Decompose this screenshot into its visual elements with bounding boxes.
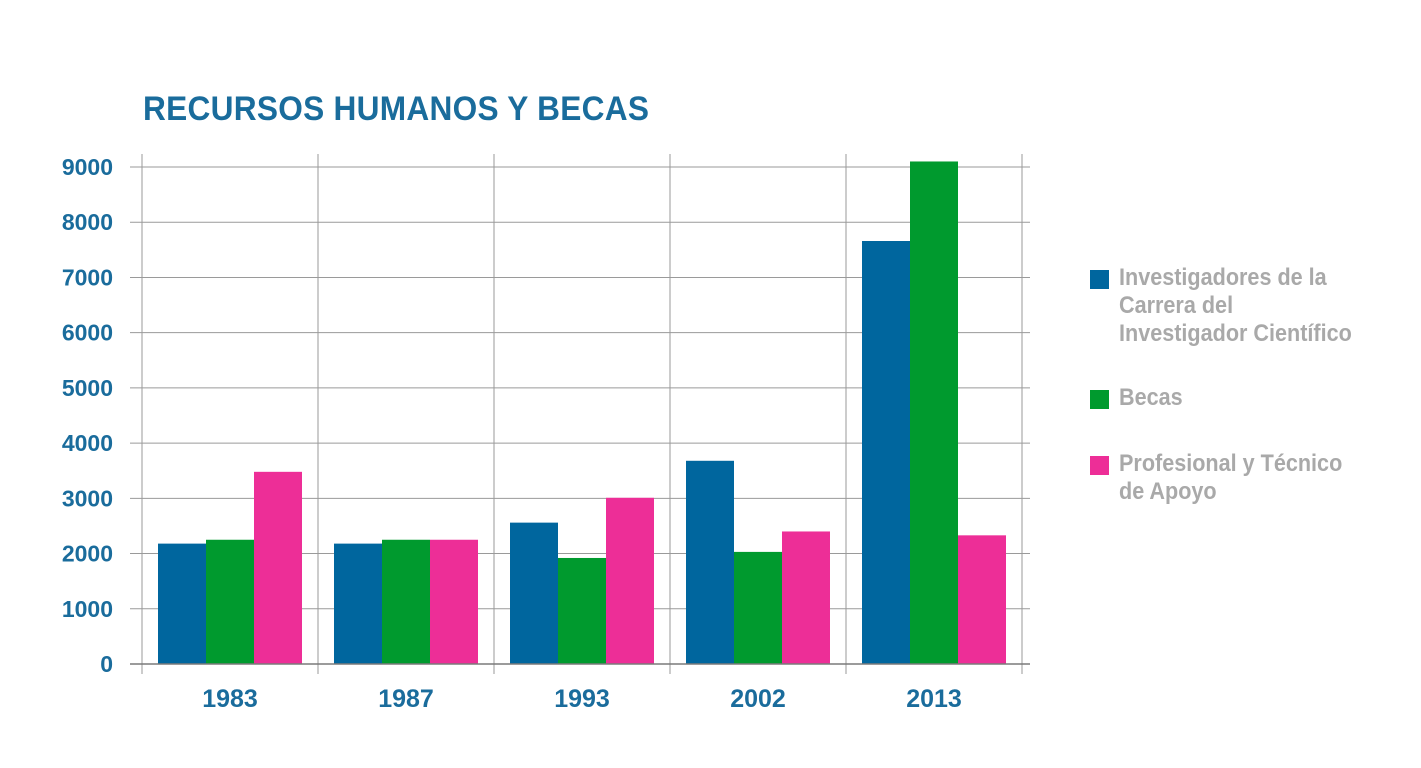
y-tick-label: 6000 [62, 320, 113, 346]
y-tick-label: 5000 [62, 375, 113, 401]
legend-swatch [1090, 270, 1109, 289]
bar-2002-series-2 [782, 531, 830, 664]
bar-1987-series-1 [382, 539, 430, 664]
bar-2002-series-0 [686, 460, 734, 664]
axis-layer: 0 1000 2000 3000 4000 5000 6000 7000 8000 9000 198… [62, 154, 1030, 713]
y-tick-label: 7000 [62, 264, 113, 290]
legend-item: Investigadores de la Carrera del Investi… [1090, 264, 1379, 348]
legend-item: Becas [1090, 384, 1379, 412]
legend-item: Profesional y Técnico de Apoyo [1090, 450, 1379, 506]
bar-1993-series-2 [606, 497, 654, 664]
y-tick-label: 9000 [62, 154, 113, 180]
bar-1993-series-1 [558, 557, 606, 664]
legend-swatch [1090, 456, 1109, 475]
bar-1983-series-1 [206, 539, 254, 664]
x-tick-label: 1983 [202, 685, 258, 713]
x-tick-label: 1987 [378, 685, 434, 713]
bar-1987-series-2 [430, 539, 478, 664]
bar-1983-series-2 [254, 471, 302, 664]
y-tick-label: 1000 [62, 596, 113, 622]
y-tick-label: 2000 [62, 541, 113, 567]
bar-1987-series-0 [334, 543, 382, 664]
chart-title: RECURSOS HUMANOS Y BECAS [143, 90, 650, 128]
x-tick-label: 1993 [554, 685, 610, 713]
x-tick-label: 2002 [730, 685, 786, 713]
legend-swatch [1090, 390, 1109, 409]
bar-1983-series-0 [158, 543, 206, 664]
bar-2013-series-0 [862, 240, 910, 664]
y-tick-label: 4000 [62, 430, 113, 456]
bar-2013-series-2 [958, 535, 1006, 664]
legend-label: Becas [1119, 384, 1183, 411]
bar-2013-series-1 [910, 161, 958, 664]
bar-layer [158, 161, 1006, 664]
legend-label: Profesional y Técnico de Apoyo [1119, 450, 1343, 505]
legend-label: Investigadores de la Carrera del Investi… [1119, 264, 1352, 347]
bar-1993-series-0 [510, 522, 558, 664]
bar-2002-series-1 [734, 551, 782, 664]
y-tick-label: 0 [100, 651, 113, 677]
y-tick-label: 8000 [62, 209, 113, 235]
y-tick-label: 3000 [62, 485, 113, 511]
x-tick-label: 2013 [906, 685, 962, 713]
